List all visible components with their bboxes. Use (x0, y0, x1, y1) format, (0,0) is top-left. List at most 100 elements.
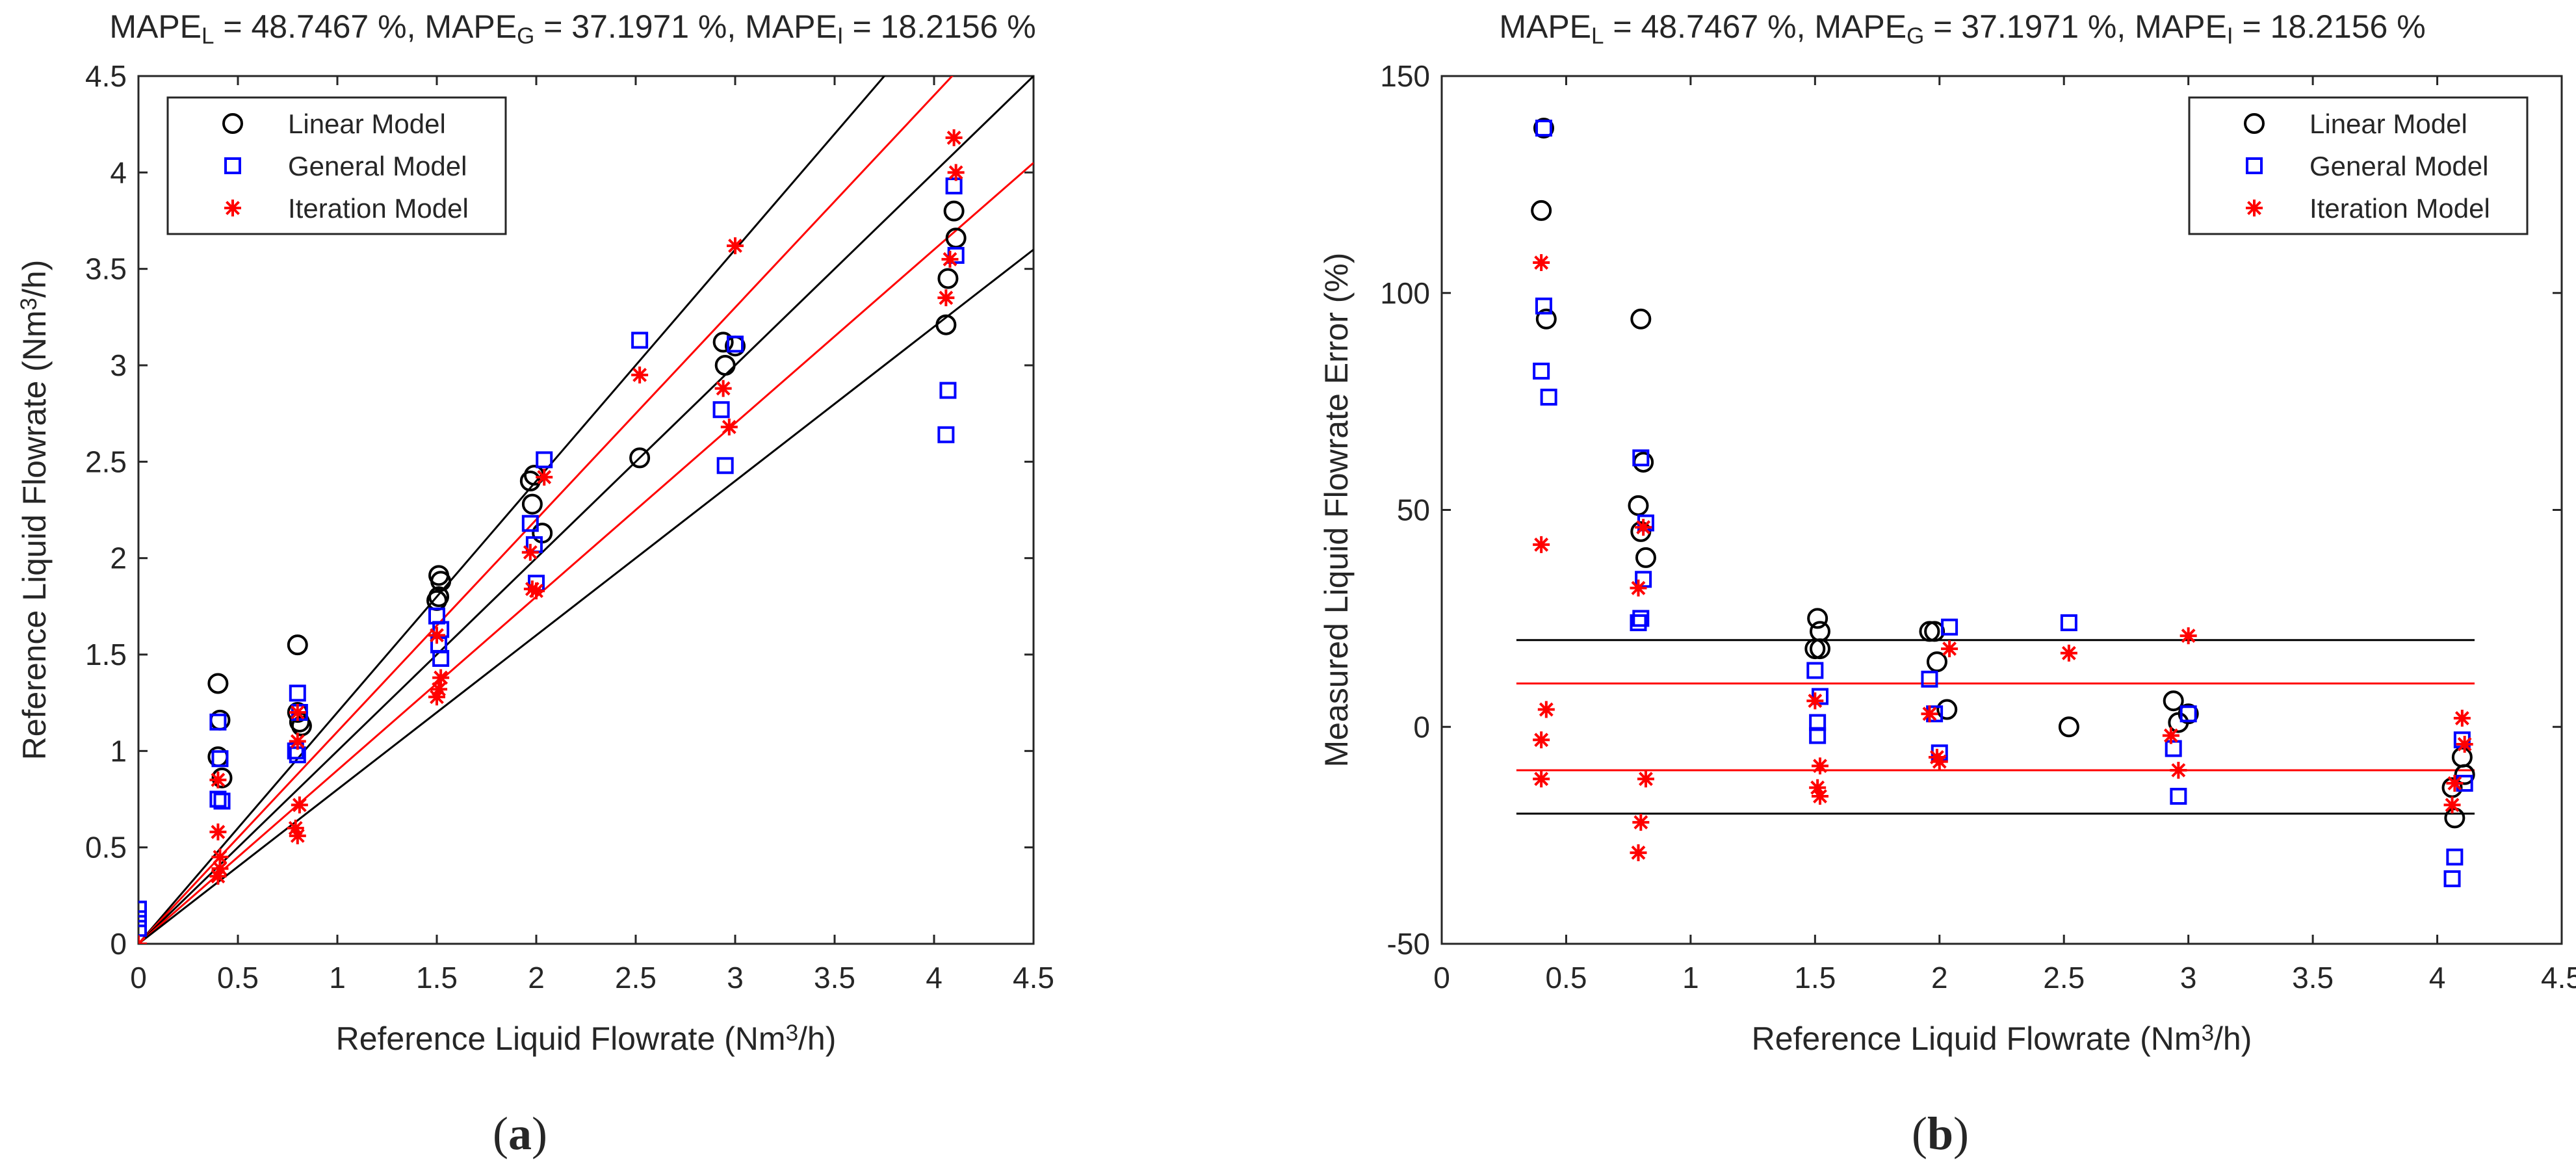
x-tick-label: 4.5 (1013, 961, 1054, 994)
chart-title: MAPEL = 48.7467 %, MAPEG = 37.1971 %, MA… (1499, 8, 2425, 49)
chart-title-part: = 48.7467 %, MAPE (1604, 8, 1907, 45)
series-iteration-model (1533, 254, 2473, 861)
data-point (1807, 608, 1828, 629)
data-point (2170, 762, 2187, 779)
chart-title-part: = 18.2156 % (2233, 8, 2426, 45)
x-tick-label: 1.5 (1794, 961, 1836, 994)
data-point (289, 684, 306, 702)
panel-label: (a) (493, 1108, 547, 1160)
data-point (2454, 764, 2475, 785)
x-tick-label: 2.5 (2043, 961, 2085, 994)
data-point (528, 582, 545, 600)
x-axis-label-part: Reference Liquid Flowrate (Nm (336, 1020, 786, 1057)
data-point (2060, 644, 2077, 662)
series-general-model (138, 177, 965, 937)
legend-label: Iteration Model (2309, 193, 2490, 224)
data-point (1533, 731, 1550, 749)
data-point (1632, 814, 1650, 831)
data-point (1941, 640, 1958, 658)
data-point (1809, 779, 1827, 796)
chart-title: MAPEL = 48.7467 %, MAPEG = 37.1971 %, MA… (109, 8, 1035, 49)
data-point (1531, 200, 1552, 221)
legend-label: Linear Model (288, 109, 446, 139)
data-point (1630, 521, 1652, 542)
x-tick-label: 0 (130, 961, 147, 994)
data-point (1931, 753, 1948, 770)
y-tick-label: 150 (1380, 59, 1430, 93)
chart-title-part: L (1591, 23, 1604, 49)
data-point (727, 237, 744, 255)
x-axis-label-part: 3 (2202, 1020, 2214, 1046)
x-tick-label: 4 (926, 961, 943, 994)
x-tick-label: 1.5 (416, 961, 458, 994)
series-iteration-model (138, 129, 965, 944)
data-point (945, 129, 963, 146)
data-point (430, 681, 448, 698)
data-point (1921, 670, 1938, 688)
data-point (1928, 748, 1945, 766)
x-tick-label: 0.5 (217, 961, 259, 994)
y-axis-label: Measured Liquid Flowrate Error (%) (1318, 253, 1355, 768)
panel-label-part: ) (1953, 1108, 1969, 1160)
data-point (1809, 638, 1830, 660)
x-tick-label: 2 (1931, 961, 1948, 994)
chart-title-part: MAPE (109, 8, 202, 45)
reference-line (138, 162, 1034, 944)
x-tick-label: 3.5 (814, 961, 855, 994)
data-point (2179, 627, 2197, 645)
legend-label: Linear Model (2309, 109, 2467, 139)
y-tick-label: 2 (110, 541, 127, 575)
x-tick-label: 4.5 (2541, 961, 2576, 994)
data-point (2165, 740, 2182, 757)
y-axis-label-part: /h) (16, 260, 53, 298)
y-axis-label: Reference Liquid Flowrate (Nm3/h) (16, 260, 53, 760)
legend-marker (2244, 113, 2265, 134)
data-point (1533, 770, 1550, 788)
y-tick-label: 0 (110, 927, 127, 961)
data-point (1533, 362, 1550, 380)
data-point (1941, 618, 1958, 636)
data-point (523, 580, 541, 598)
data-point (2446, 848, 2464, 866)
data-point (629, 447, 651, 469)
data-point (712, 401, 730, 419)
legend-marker (222, 113, 243, 134)
x-tick-label: 4 (2429, 961, 2446, 994)
data-point (720, 418, 738, 436)
chart-title-part: I (2227, 23, 2233, 49)
legend-marker (224, 200, 241, 216)
x-tick-label: 3 (727, 961, 744, 994)
x-axis-label-part: Reference Liquid Flowrate (Nm (1752, 1020, 2202, 1057)
data-point (2179, 705, 2197, 723)
data-point (521, 515, 539, 532)
data-point (2456, 735, 2473, 753)
x-axis-label: Reference Liquid Flowrate (Nm3/h) (1752, 1020, 2252, 1057)
data-point (1533, 118, 1554, 139)
panel-label-part: a (508, 1108, 532, 1160)
legend: Linear Model General Model Iteration Model (166, 96, 507, 235)
data-point (1635, 519, 1652, 536)
chart-title-part: G (517, 23, 534, 49)
data-point (937, 289, 955, 307)
chart-title-part: G (1906, 23, 1924, 49)
data-point (1921, 705, 1938, 723)
data-point (1924, 621, 1945, 642)
data-point (937, 426, 955, 443)
panel-label-part: b (1927, 1108, 1953, 1160)
data-point (935, 314, 957, 335)
data-point (1637, 770, 1654, 788)
x-tick-label: 2 (528, 961, 545, 994)
data-point (631, 332, 649, 349)
data-point (1533, 536, 1550, 553)
data-point (712, 332, 734, 353)
y-tick-label: 1.5 (85, 638, 127, 671)
data-point (138, 935, 147, 944)
data-point (947, 164, 965, 181)
data-point (428, 627, 445, 644)
panel-label: (b) (1912, 1108, 1969, 1160)
data-point (289, 827, 306, 844)
y-tick-label: 1 (110, 734, 127, 768)
data-point (1535, 308, 1557, 330)
data-point (631, 366, 649, 384)
data-point (1632, 610, 1650, 627)
